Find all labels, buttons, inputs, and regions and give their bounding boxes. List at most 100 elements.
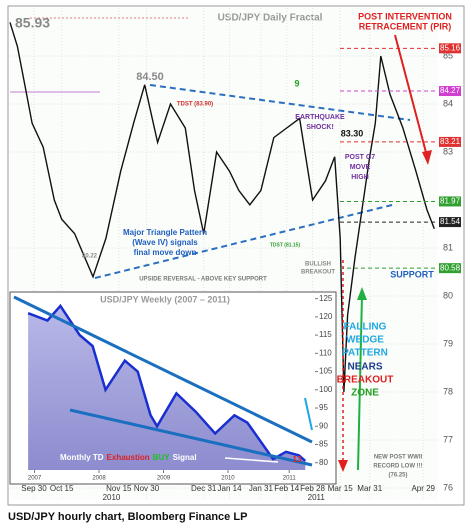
annotation: BREAKOUT: [301, 270, 335, 276]
annotation: UPSIDE REVERSAL - ABOVE KEY SUPPORT: [139, 277, 267, 283]
triangle-upper: [149, 84, 411, 121]
wedge-upper: [13, 295, 313, 444]
y-tick-label: 85: [319, 440, 328, 449]
x-tick-label: Dec 31: [191, 484, 217, 493]
y-tick-label: 115: [319, 330, 332, 339]
annotation: EARTHQUAKE: [295, 114, 345, 121]
main-chart: 76 77 78 79 80 81 83 84 85 Sep 30 Oct 15 Nov 15 Nov …: [9, 8, 461, 502]
price-box: [439, 136, 461, 147]
annotation: ZONE: [351, 388, 379, 399]
y-tick-label: 85: [443, 50, 453, 60]
annotation: MOVE: [350, 164, 371, 171]
x-tick-label: 2009: [157, 476, 171, 482]
y-tick-label: 125: [319, 294, 333, 303]
signal-arrow: [224, 457, 279, 463]
annotation: 9: [294, 78, 299, 88]
annotation: FALLING: [344, 322, 387, 333]
price-label: 80.58: [440, 263, 461, 272]
signal-text: Monthly TD Exhaustion BUY Signal: [60, 453, 197, 462]
y-tick-label: 84: [443, 98, 453, 108]
x-tick-label: 2007: [28, 476, 42, 482]
signal-part: Monthly TD: [60, 453, 104, 462]
annotation: BREAKOUT: [337, 375, 394, 386]
annotation: SHOCK!: [306, 124, 334, 131]
x-tick-label: 2011: [283, 476, 297, 482]
y-tick-label: 79: [443, 338, 453, 348]
annotation: (Wave IV) signals: [132, 238, 198, 247]
y-tick-label: 90: [319, 421, 328, 430]
y-tick-label: 78: [443, 386, 453, 396]
price-label: 81.54: [440, 217, 461, 226]
annotation: (76.25): [388, 473, 407, 479]
y-tick-label: 81: [443, 242, 453, 252]
price-label: 84.27: [440, 86, 461, 95]
signal-part: Signal: [173, 453, 197, 462]
price-box: [439, 43, 461, 54]
x-tick-label: Nov 15: [106, 484, 132, 493]
inset-title: USD/JPY Weekly (2007 – 2011): [100, 294, 230, 304]
rise-head: [357, 287, 367, 300]
annotation: NEARS: [347, 362, 382, 373]
triangle-lower: [94, 204, 393, 279]
x-tick-label: Mar 15: [328, 484, 353, 493]
annotation: TDST (81.15): [270, 242, 301, 248]
x-tick-label: 2010: [221, 476, 235, 482]
annotation: Major Triangle Pattern: [123, 228, 207, 237]
annotation: 83.30: [341, 128, 364, 138]
inset-chart: 80 85 90 95 100 105 110 115 120 125 2007 2008 2009 20…: [9, 291, 423, 485]
annotation: BULLISH: [305, 262, 331, 268]
annotation: HIGH: [351, 174, 369, 181]
x-tick-label: Mar 31: [357, 484, 382, 493]
annotation: 85.93: [15, 15, 50, 31]
y-tick-label: 83: [443, 146, 453, 156]
price-line: [9, 22, 435, 393]
y-tick-label: 120: [319, 312, 333, 321]
y-tick-label: 95: [319, 403, 328, 412]
x-tick-label: Oct 15: [50, 484, 74, 493]
chart-title: USD/JPY Daily Fractal: [218, 13, 323, 24]
annotation: WEDGE: [346, 335, 384, 346]
signal-part: Exhaustion: [107, 453, 150, 462]
x-tick-label: 2008: [92, 476, 106, 482]
x-tick-label: Jan 14: [218, 484, 243, 493]
price-box: [439, 196, 461, 207]
annotation: PATTERN: [342, 348, 388, 359]
year-label: 2011: [308, 493, 326, 502]
annotation: POST INTERVENTION: [358, 11, 452, 21]
y-tick-label: 100: [319, 385, 333, 394]
x-tick-label: Feb 14: [274, 484, 299, 493]
x-tick-label: Nov 30: [134, 484, 160, 493]
y-tick-label: 105: [319, 367, 333, 376]
annotation: final move down: [134, 248, 197, 257]
breakout-arrow: [304, 397, 313, 431]
rise-arrow: [357, 294, 363, 471]
price-box: [439, 86, 461, 97]
price-label: 83.21: [440, 137, 461, 146]
annotation: 80.22: [82, 254, 98, 260]
price-box: [439, 217, 461, 228]
y-tick-label: 80: [443, 290, 453, 300]
annotation: RECORD LOW !!!: [373, 464, 422, 470]
annotation: NEW POST WWII: [374, 455, 423, 461]
x-tick-label: Apr 29: [411, 484, 435, 493]
year-label: 2010: [103, 493, 121, 502]
pir-head: [422, 150, 432, 165]
y-tick-label: 80: [319, 458, 328, 467]
caption: USD/JPY hourly chart, Bloomberg Finance …: [8, 511, 247, 523]
annotation: 13: [293, 455, 302, 464]
price-box: [439, 263, 461, 274]
annotation: TDST (83.90): [177, 102, 213, 108]
y-tick-label: 110: [319, 348, 332, 357]
price-label: 85.16: [440, 43, 461, 52]
y-tick-label: 77: [443, 434, 453, 444]
pir-arrow: [394, 34, 429, 161]
annotation: RETRACEMENT (PIR): [359, 21, 452, 31]
price-label: 81.97: [440, 197, 461, 206]
y-tick-label: 76: [443, 482, 453, 492]
annotation: 84.50: [136, 71, 164, 83]
signal-part: BUY: [153, 453, 171, 462]
wedge-lower: [69, 408, 313, 467]
x-tick-label: Jan 31: [249, 484, 274, 493]
x-tick-label: Sep 30: [21, 484, 47, 493]
